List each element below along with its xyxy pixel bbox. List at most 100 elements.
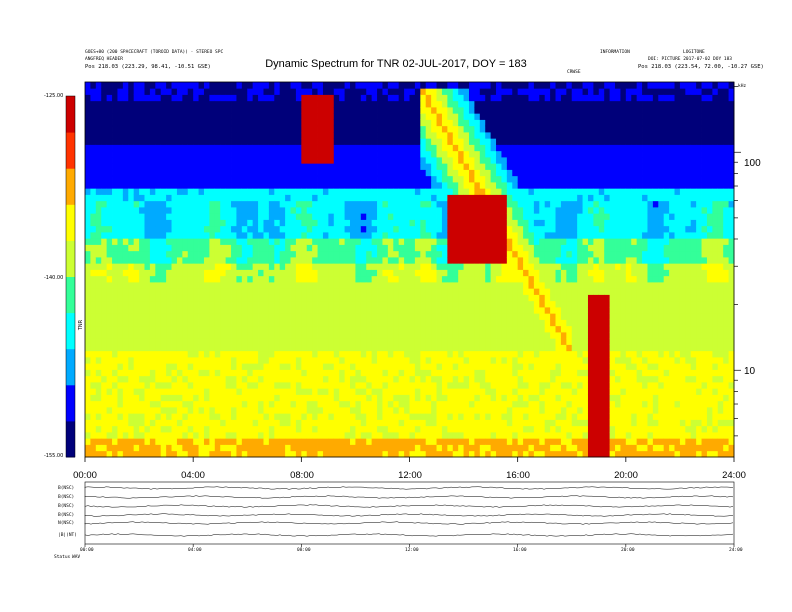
spectrogram-cell	[398, 150, 405, 158]
spectrogram-cell	[149, 288, 156, 295]
spectrogram-cell	[474, 219, 481, 227]
spectrogram-cell	[355, 407, 362, 414]
spectrogram-cell	[377, 257, 383, 264]
spectrogram-cell	[441, 182, 448, 189]
spectrogram-cell	[393, 263, 400, 270]
spectrogram-cell	[517, 163, 524, 170]
spectrogram-cell	[458, 432, 464, 439]
spectrogram-cell	[404, 257, 410, 264]
spectrogram-cell	[101, 163, 108, 170]
spectrogram-cell	[149, 413, 156, 420]
spectrogram-cell	[182, 94, 189, 102]
spectrogram-cell	[133, 282, 140, 289]
spectrogram-cell	[409, 388, 416, 395]
spectrogram-cell	[409, 288, 416, 295]
spectrogram-cell	[236, 244, 243, 252]
spectrogram-cell	[139, 407, 145, 414]
spectrogram-cell	[339, 182, 345, 189]
spectrogram-cell	[247, 257, 254, 264]
spectrogram-cell	[425, 232, 432, 239]
spectrogram-cell	[155, 282, 162, 289]
spectrogram-cell	[198, 282, 205, 289]
spectrogram-cell	[258, 332, 264, 339]
spectrogram-cell	[101, 282, 108, 289]
spectrogram-cell	[322, 225, 329, 233]
spectrogram-cell	[387, 207, 394, 214]
spectrogram-cell	[90, 163, 97, 170]
spectrogram-cell	[452, 213, 459, 220]
spectrogram-cell	[393, 119, 400, 127]
spectrogram-cell	[501, 450, 508, 458]
spectrogram-cell	[436, 157, 443, 164]
spectrogram-cell	[198, 450, 205, 458]
spectrogram-cell	[382, 419, 389, 427]
spectrogram-cell	[171, 282, 178, 289]
spectrogram-cell	[171, 163, 178, 170]
spectrogram-cell	[317, 107, 324, 114]
spectrogram-cell	[360, 325, 367, 333]
spectrogram-cell	[209, 307, 216, 314]
spectrogram-cell	[506, 444, 513, 452]
spectrogram-cell	[295, 282, 302, 289]
spectrogram-cell	[317, 182, 324, 189]
spectrogram-cell	[463, 363, 470, 370]
spectrogram-cell	[425, 282, 432, 289]
spectrogram-cell	[252, 413, 259, 420]
spectrogram-cell	[241, 438, 248, 445]
spectrogram-cell	[279, 219, 286, 227]
spectrogram-cell	[468, 369, 475, 377]
spectrogram-cell	[263, 325, 270, 333]
spectrogram-cell	[279, 419, 286, 427]
spectrogram-cell	[166, 344, 172, 352]
spectrogram-cell	[133, 107, 140, 114]
spectrogram-cell	[95, 219, 102, 227]
spectrogram-cell	[517, 394, 524, 402]
spectrogram-cell	[160, 288, 167, 295]
spectrogram-cell	[468, 132, 475, 139]
spectrogram-cell	[528, 188, 535, 195]
spectrogram-cell	[366, 238, 373, 245]
spectrogram-cell	[441, 363, 448, 370]
spectrogram-cell	[506, 350, 513, 358]
spectrogram-cell	[468, 444, 475, 452]
spectrogram-cell	[366, 250, 373, 258]
spectrogram-cell	[155, 338, 162, 345]
spectrogram-cell	[144, 307, 151, 314]
spectrogram-cell	[160, 307, 167, 314]
spectrogram-cell	[106, 250, 113, 258]
spectrogram-cell	[290, 225, 297, 233]
spectrogram-cell	[268, 269, 275, 277]
spectrogram-cell	[393, 250, 400, 258]
spectrogram-cell	[166, 338, 172, 345]
spectrogram-cell	[463, 263, 470, 270]
spectrogram-cell	[322, 282, 329, 289]
spectrogram-cell	[225, 275, 232, 283]
spectrogram-cell	[479, 257, 486, 264]
spectrogram-cell	[377, 188, 383, 195]
spectrogram-cell	[355, 419, 362, 427]
spectrogram-cell	[468, 432, 475, 439]
spectrogram-cell	[474, 369, 481, 377]
spectrogram-cell	[490, 119, 497, 127]
spectrogram-cell	[220, 188, 227, 195]
spectrogram-cell	[95, 263, 102, 270]
spectrogram-cell	[101, 438, 108, 445]
spectrogram-cell	[366, 307, 373, 314]
spectrogram-cell	[328, 107, 335, 114]
spectrogram-cell	[501, 257, 508, 264]
spectrogram-cell	[350, 313, 356, 320]
spectrogram-cell	[474, 319, 481, 327]
spectrogram-cell	[387, 294, 394, 302]
spectrogram-cell	[425, 238, 432, 245]
spectrogram-cell	[306, 194, 313, 202]
spectrogram-cell	[328, 232, 335, 239]
spectrogram-cell	[523, 100, 529, 108]
spectrogram-cell	[241, 400, 248, 408]
spectrogram-cell	[344, 444, 351, 452]
spectrogram-cell	[301, 357, 308, 364]
spectrogram-cell	[441, 288, 448, 295]
spectrogram-cell	[236, 82, 243, 89]
spectrogram-cell	[409, 357, 416, 364]
spectrogram-cell	[252, 82, 259, 89]
spectrogram-cell	[409, 413, 416, 420]
